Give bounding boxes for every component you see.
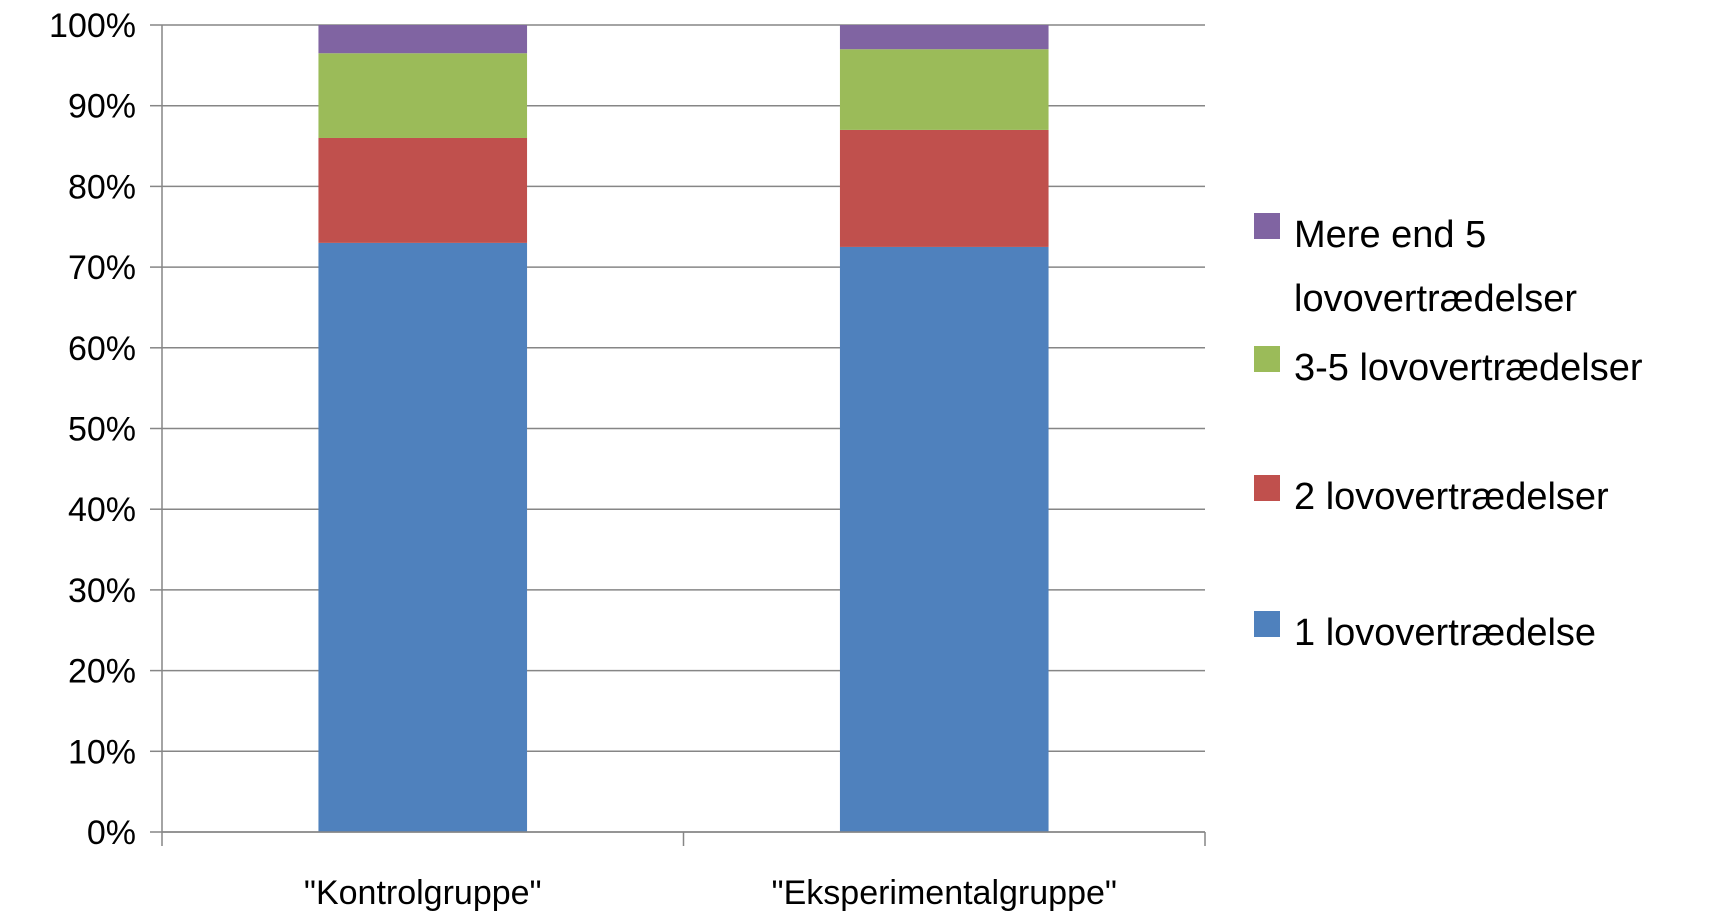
bar-segment: [839, 246, 1049, 833]
y-tick-label: 60%: [68, 330, 136, 368]
y-tick-label: 100%: [49, 7, 136, 45]
bar-segment: [318, 25, 528, 54]
bar-segment: [318, 53, 528, 138]
bar-segment: [318, 137, 528, 243]
axes: 0% 10% 20% 30% 40% 50% 60% 70% 80% 90% 100% "Kontro…: [49, 7, 1206, 912]
legend: Mere end 5 lovovertrædelser 3-5 lovovertræ…: [1254, 213, 1643, 654]
legend-label: 2 lovovertrædelser: [1294, 476, 1609, 518]
x-category-label: "Eksperimentalgruppe": [772, 874, 1117, 912]
legend-label: lovovertrædelser: [1294, 278, 1577, 320]
x-category-label: "Kontrolgruppe": [304, 874, 542, 912]
y-tick-label: 40%: [68, 491, 136, 529]
bar-segment: [839, 25, 1049, 50]
legend-label: 1 lovovertrædelse: [1294, 612, 1596, 654]
legend-swatch: [1254, 611, 1280, 637]
bars: [318, 25, 1049, 833]
y-tick-label: 20%: [68, 653, 136, 691]
legend-label: 3-5 lovovertrædelser: [1294, 347, 1643, 389]
bar-segment: [839, 49, 1049, 130]
legend-swatch: [1254, 475, 1280, 501]
legend-label: Mere end 5: [1294, 214, 1486, 256]
y-tick-label: 80%: [68, 168, 136, 206]
y-tick-label: 90%: [68, 88, 136, 126]
y-tick-label: 30%: [68, 572, 136, 610]
bar-segment: [839, 129, 1049, 247]
legend-swatch: [1254, 346, 1280, 372]
y-tick-label: 70%: [68, 249, 136, 287]
legend-swatch: [1254, 213, 1280, 239]
y-tick-label: 50%: [68, 411, 136, 449]
y-tick-label: 0%: [87, 814, 136, 852]
y-tick-label: 10%: [68, 733, 136, 771]
bar-segment: [318, 242, 528, 832]
